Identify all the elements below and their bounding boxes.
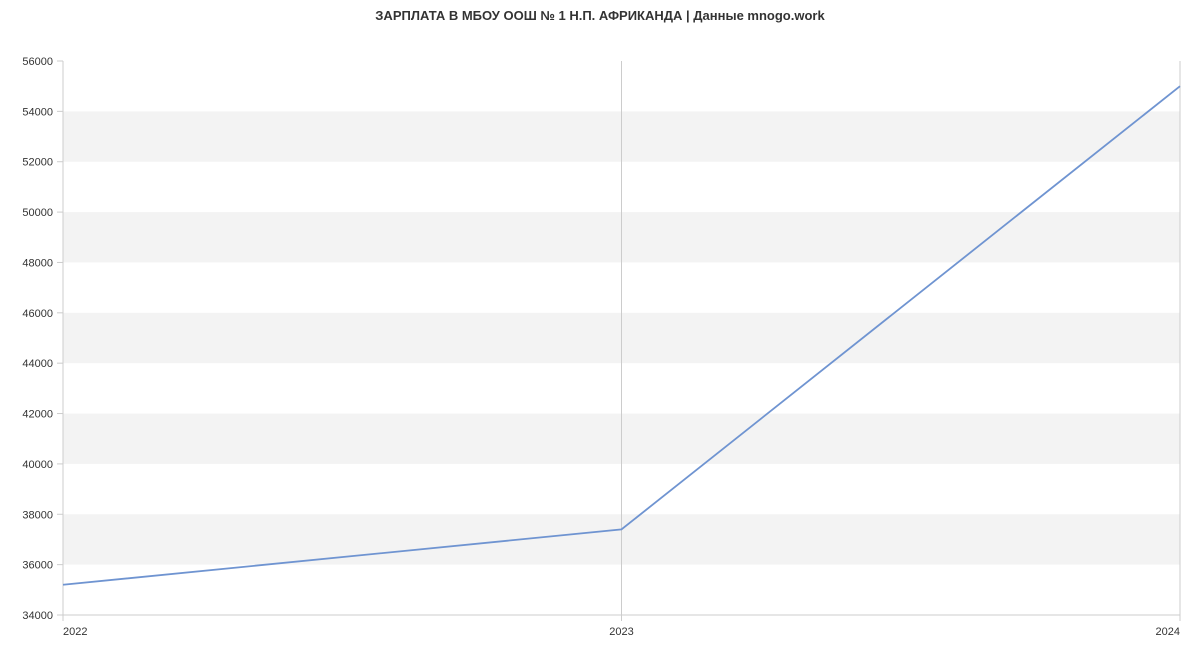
y-tick-label: 50000	[22, 207, 53, 219]
x-tick-label: 2024	[1156, 626, 1180, 638]
chart-title: ЗАРПЛАТА В МБОУ ООШ № 1 Н.П. АФРИКАНДА |…	[0, 0, 1200, 23]
y-tick-label: 40000	[22, 459, 53, 471]
x-tick-label: 2023	[609, 626, 633, 638]
y-tick-label: 54000	[22, 106, 53, 118]
y-tick-label: 42000	[22, 409, 53, 421]
y-tick-label: 46000	[22, 308, 53, 320]
y-tick-label: 38000	[22, 509, 53, 521]
y-tick-label: 52000	[22, 157, 53, 169]
y-tick-label: 34000	[22, 610, 53, 622]
y-tick-label: 56000	[22, 56, 53, 68]
line-chart-svg: 34000 36000 38000 40000 42000 44000 46000 48000…	[0, 23, 1200, 643]
x-tick-label: 2022	[63, 626, 87, 638]
y-tick-label: 48000	[22, 257, 53, 269]
y-tick-label: 44000	[22, 358, 53, 370]
y-tick-label: 36000	[22, 560, 53, 572]
chart-area: 34000 36000 38000 40000 42000 44000 46000 48000…	[0, 23, 1200, 643]
